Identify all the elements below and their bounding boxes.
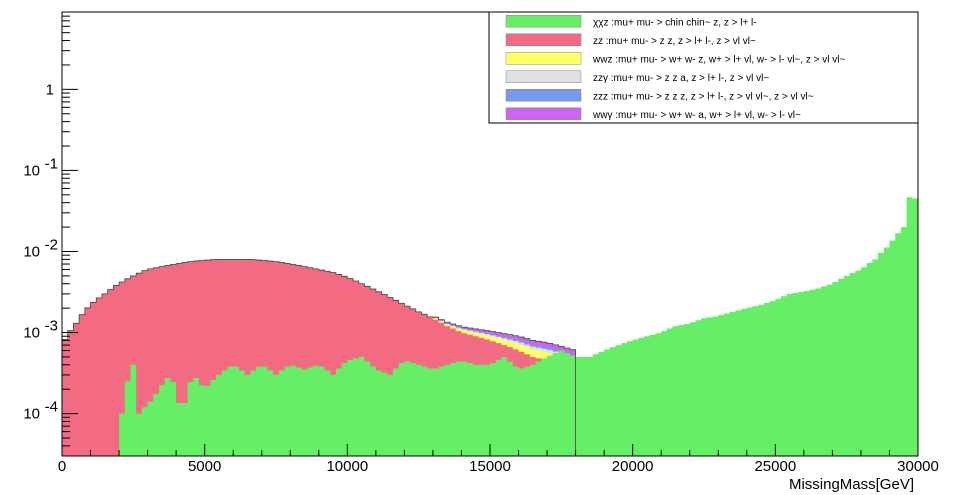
legend-swatch [505,15,582,28]
legend-label: zz :mu+ mu- > z z, z > l+ l-, z > vl vl~ [593,36,756,47]
y-tick-exponent: -2 [45,236,58,253]
x-tick-label: 0 [58,458,66,475]
x-tick-label: 10000 [326,458,368,475]
tick-labels: 0 5000 10000 15000 20000 25000 30000 10 -4 10 -3 10… [23,81,939,475]
legend-label: zzz :mu+ mu- > z z z, z > l+ l-, z > vl … [593,91,814,102]
y-tick-exponent: -4 [45,399,58,416]
y-tick-label: 10 [23,406,40,423]
legend-swatch [505,33,582,46]
x-tick-label: 20000 [612,458,654,475]
x-tick-label: 30000 [897,458,939,475]
legend-label: zzγ :mu+ mu- > z z a, z > l+ l-, z > vl … [593,73,769,84]
y-tick-label: 10 [23,162,40,179]
legend-swatch [505,89,582,102]
axis-ticks [61,11,919,457]
legend-swatch [505,107,582,120]
signal-fill-0 [62,197,918,456]
y-tick-label: 10 [23,325,40,342]
series-fills [62,197,918,456]
x-tick-label: 25000 [754,458,796,475]
x-tick-label: 5000 [188,458,221,475]
legend-swatch [505,52,582,65]
legend-label: χχz :mu+ mu- > chin chin~ z, z > l+ l- [593,17,757,28]
legend-box [488,11,919,124]
legend-swatch [505,70,582,83]
legend: χχz :mu+ mu- > chin chin~ z, z > l+ l-zz… [488,11,919,124]
x-tick-label: 15000 [469,458,511,475]
x-axis-title: MissingMass[GeV] [789,476,914,493]
y-tick-exponent: -3 [45,318,58,335]
legend-label: wwγ :mu+ mu- > w+ w- a, w+ > l+ vl, w- >… [592,110,801,121]
legend-label: wwz :mu+ mu- > w+ w- z, w+ > l+ vl, w- >… [592,54,845,65]
y-tick-label: 10 [23,243,40,260]
y-tick-label: 1 [46,81,54,98]
y-tick-exponent: -1 [45,155,58,172]
